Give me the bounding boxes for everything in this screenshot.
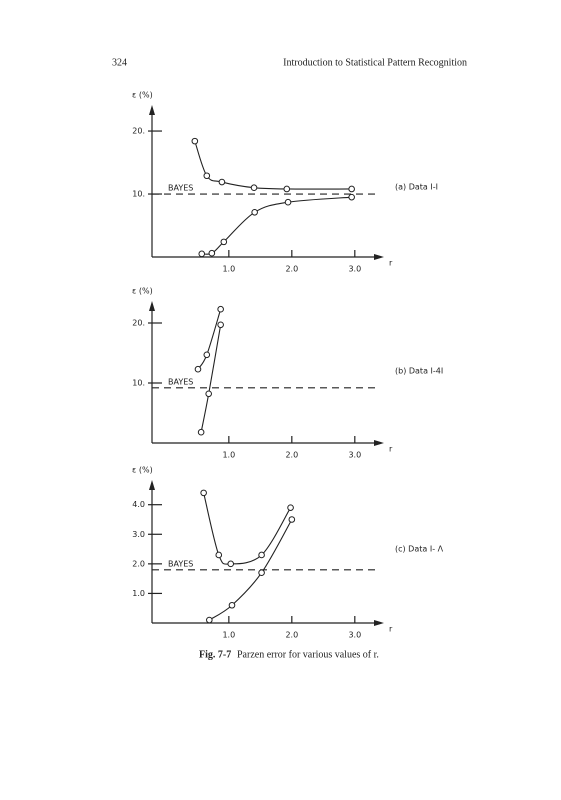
data-point: [215, 551, 223, 559]
x-tick-label: 2.0: [285, 451, 298, 460]
y-tick-label: 4.0: [132, 500, 145, 509]
x-tick-label: 1.0: [222, 631, 235, 640]
data-point: [205, 390, 212, 398]
page-number: 324: [112, 57, 127, 68]
data-point: [258, 551, 265, 559]
x-tick-label: 3.0: [348, 451, 361, 460]
data-point: [191, 137, 199, 145]
x-axis-arrow: [374, 254, 384, 260]
data-point: [198, 250, 206, 258]
x-tick-label: 3.0: [348, 265, 361, 274]
curve: [209, 519, 293, 621]
data-point: [220, 238, 228, 246]
y-tick-label: 10.: [132, 190, 145, 199]
y-axis-label: ε (%): [132, 466, 153, 475]
chart-title: (a) Data I-I: [395, 183, 438, 192]
bayes-label: BAYES: [168, 184, 193, 193]
y-axis-label: ε (%): [132, 91, 153, 100]
chart-title: (b) Data I-4I: [395, 367, 443, 376]
y-axis-arrow: [149, 105, 155, 115]
caption-label: Fig. 7-7: [199, 649, 231, 660]
data-point: [284, 198, 292, 206]
y-tick-label: 1.0: [132, 589, 145, 598]
data-point: [288, 516, 296, 523]
x-axis-arrow: [374, 620, 384, 626]
curve: [197, 309, 222, 370]
y-tick-label: 2.0: [132, 559, 145, 568]
x-tick-label: 2.0: [285, 631, 298, 640]
data-point: [283, 185, 291, 193]
x-axis-label: r: [389, 259, 393, 268]
running-title: Introduction to Statistical Pattern Reco…: [283, 57, 467, 68]
bayes-label: BAYES: [168, 559, 193, 568]
x-axis-arrow: [374, 440, 384, 446]
data-point: [250, 184, 258, 192]
y-tick-label: 3.0: [132, 530, 145, 539]
data-point: [206, 616, 213, 624]
caption-text: Parzen error for various values of r.: [237, 649, 379, 660]
chart-title: (c) Data I- Λ: [395, 545, 444, 554]
data-point: [194, 365, 202, 373]
y-tick-label: 20.: [132, 319, 145, 328]
x-axis-label: r: [389, 625, 393, 634]
y-axis-label: ε (%): [132, 287, 153, 296]
y-tick-label: 20.: [132, 127, 145, 136]
data-point: [217, 321, 224, 329]
curve: [194, 140, 352, 190]
bayes-label: BAYES: [168, 377, 193, 386]
data-point: [348, 193, 355, 201]
x-tick-label: 1.0: [222, 451, 235, 460]
data-point: [218, 178, 226, 186]
data-point: [217, 305, 224, 313]
data-point: [348, 185, 355, 193]
x-tick-label: 2.0: [285, 265, 298, 274]
y-axis-arrow: [149, 480, 155, 490]
data-point: [200, 489, 207, 497]
data-point: [251, 208, 258, 216]
x-axis-label: r: [389, 445, 393, 454]
data-point: [258, 569, 265, 577]
x-tick-label: 3.0: [348, 631, 361, 640]
data-point: [203, 351, 211, 359]
data-point: [203, 172, 211, 180]
y-tick-label: 10.: [132, 379, 145, 388]
y-axis-arrow: [149, 301, 155, 311]
data-point: [208, 249, 216, 257]
curve: [201, 196, 352, 255]
data-point: [287, 504, 294, 511]
data-point: [228, 601, 236, 609]
data-point: [197, 428, 205, 436]
x-tick-label: 1.0: [222, 265, 235, 274]
data-point: [227, 560, 235, 568]
